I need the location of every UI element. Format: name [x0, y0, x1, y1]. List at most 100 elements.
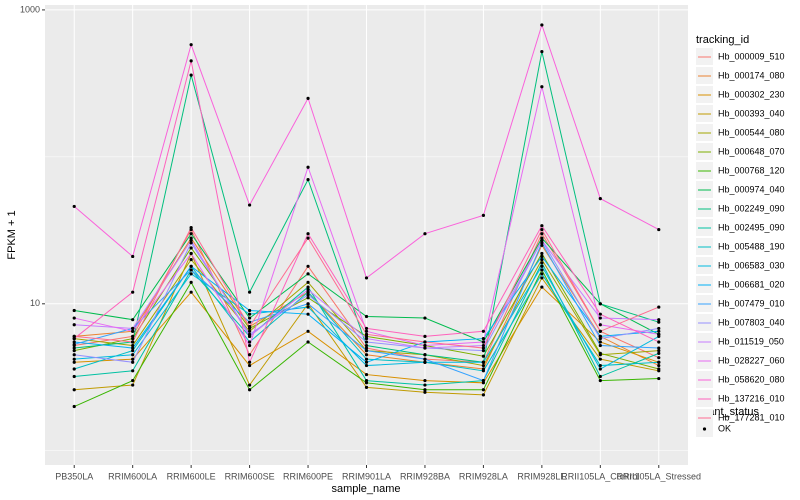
data-point	[364, 329, 369, 333]
data-point	[364, 353, 369, 357]
legend-label: Hb_177281_010	[718, 412, 785, 422]
data-point	[540, 251, 544, 256]
legend-label: Hb_002495_090	[718, 222, 785, 232]
data-point	[247, 360, 252, 364]
data-point	[481, 343, 486, 348]
data-point	[72, 204, 76, 209]
data-point	[481, 349, 486, 353]
data-point	[657, 360, 661, 364]
data-point	[657, 340, 661, 344]
data-point	[598, 343, 602, 348]
legend-key	[702, 427, 707, 431]
data-point	[423, 379, 427, 383]
data-point	[189, 236, 193, 240]
data-point	[131, 383, 135, 387]
data-point	[657, 351, 661, 355]
data-point	[481, 393, 486, 397]
data-point	[306, 296, 310, 300]
data-point	[189, 238, 193, 243]
data-point	[306, 236, 310, 240]
data-point	[540, 236, 544, 240]
data-point	[540, 272, 544, 276]
data-point	[247, 353, 252, 357]
data-point	[72, 367, 76, 371]
x-tick-label: RRIM928LA	[459, 471, 508, 481]
data-point	[72, 334, 76, 339]
data-point	[540, 254, 544, 259]
data-point	[540, 285, 544, 289]
data-point	[364, 379, 369, 383]
data-point	[423, 360, 427, 364]
data-point	[598, 357, 602, 361]
data-point	[598, 323, 602, 327]
data-point	[189, 241, 193, 245]
legend-label: Hb_007803_040	[718, 317, 785, 327]
data-point	[540, 23, 544, 27]
data-point	[247, 320, 252, 324]
data-point	[423, 346, 427, 350]
x-tick-label: RRIM928BA	[400, 471, 450, 481]
data-point	[72, 349, 76, 353]
data-point	[306, 165, 310, 169]
data-point	[364, 314, 369, 319]
data-point	[540, 232, 544, 236]
data-point	[72, 323, 76, 327]
data-point	[598, 374, 602, 379]
data-point	[598, 340, 602, 344]
legend-label: Hb_005488_190	[718, 241, 785, 251]
data-point	[131, 349, 135, 353]
data-point	[423, 388, 427, 392]
data-point	[189, 268, 193, 272]
data-point	[131, 254, 135, 259]
data-point	[364, 340, 369, 344]
legend-label: Hb_000009_510	[718, 51, 785, 61]
data-point	[72, 308, 76, 313]
data-point	[364, 363, 369, 368]
data-point	[131, 379, 135, 383]
data-point	[481, 329, 486, 333]
data-point	[306, 178, 310, 182]
data-point	[598, 367, 602, 371]
data-point	[364, 349, 369, 353]
data-point	[131, 326, 135, 331]
data-point	[72, 357, 76, 361]
data-point	[481, 213, 486, 217]
data-point	[131, 340, 135, 344]
data-point	[423, 334, 427, 339]
legend-label: Hb_002249_090	[718, 203, 785, 213]
data-point	[247, 329, 252, 333]
data-point	[423, 353, 427, 357]
legend-label: Hb_000393_040	[718, 108, 785, 118]
data-point	[131, 346, 135, 350]
data-point	[423, 390, 427, 394]
data-point	[306, 232, 310, 236]
data-point	[72, 346, 76, 350]
data-point	[189, 226, 193, 230]
y-axis-title: FPKM + 1	[6, 210, 18, 259]
data-point	[423, 343, 427, 348]
data-point	[657, 320, 661, 324]
data-point	[189, 272, 193, 276]
data-point	[189, 59, 193, 63]
data-point	[423, 357, 427, 361]
data-point	[72, 360, 76, 364]
data-point	[247, 316, 252, 320]
legend-label: Hb_000302_230	[718, 89, 785, 99]
data-point	[306, 287, 310, 292]
data-point	[131, 357, 135, 361]
data-point	[189, 73, 193, 77]
data-point	[306, 302, 310, 306]
legend-label: Hb_000974_040	[718, 184, 785, 194]
data-point	[657, 227, 661, 232]
data-point	[72, 316, 76, 320]
data-point	[540, 257, 544, 262]
data-point	[306, 280, 310, 284]
data-point	[72, 404, 76, 409]
data-point	[364, 385, 369, 389]
data-point	[540, 50, 544, 54]
data-point	[189, 257, 193, 262]
data-point	[540, 276, 544, 280]
data-point	[189, 246, 193, 250]
data-point	[72, 353, 76, 357]
data-point	[423, 232, 427, 236]
